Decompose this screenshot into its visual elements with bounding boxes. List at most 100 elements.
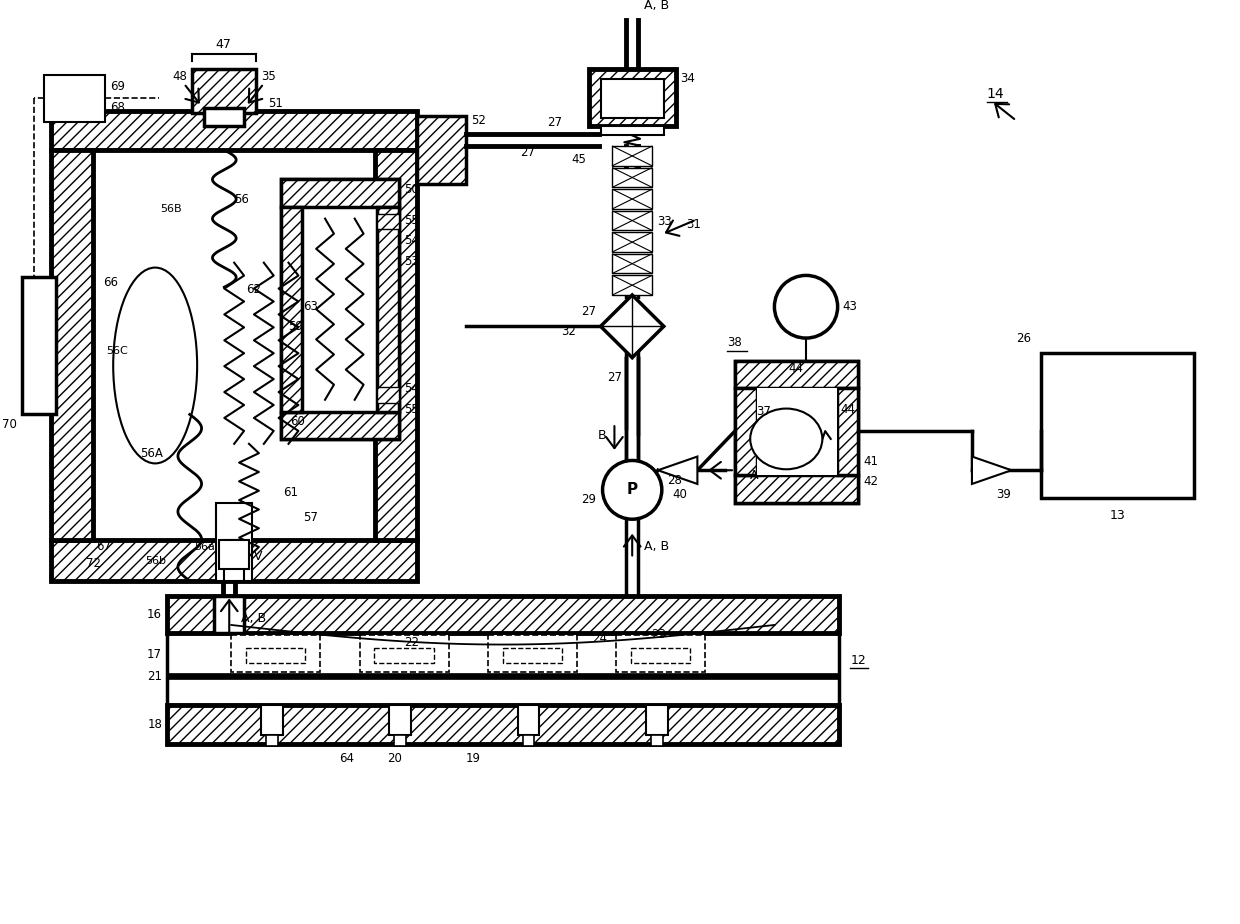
Text: 21: 21 xyxy=(148,670,162,683)
Text: 66: 66 xyxy=(103,275,118,289)
Text: 68: 68 xyxy=(109,102,124,115)
Text: 61: 61 xyxy=(284,486,299,499)
Text: 42: 42 xyxy=(863,475,878,488)
Bar xyxy=(246,648,305,663)
Bar xyxy=(93,150,376,540)
Bar xyxy=(837,388,858,475)
Text: 24: 24 xyxy=(591,632,606,645)
Bar xyxy=(377,387,399,403)
Text: 23: 23 xyxy=(651,628,666,641)
Text: 14: 14 xyxy=(987,87,1004,102)
Text: 48: 48 xyxy=(172,70,187,83)
Circle shape xyxy=(775,275,838,338)
Text: 38: 38 xyxy=(727,336,742,349)
Text: 39: 39 xyxy=(997,488,1012,501)
Text: 62: 62 xyxy=(246,283,262,296)
Text: 12: 12 xyxy=(851,653,867,667)
Text: 70: 70 xyxy=(2,418,17,431)
Bar xyxy=(167,596,838,633)
Bar xyxy=(600,79,663,117)
Polygon shape xyxy=(658,456,697,484)
Text: 45: 45 xyxy=(570,153,585,166)
Bar xyxy=(600,126,663,136)
Bar xyxy=(613,254,652,274)
Text: 50: 50 xyxy=(404,183,419,196)
Bar xyxy=(503,648,562,663)
Text: 55: 55 xyxy=(404,403,419,416)
Bar xyxy=(374,648,434,663)
Bar xyxy=(224,540,244,581)
Text: 44: 44 xyxy=(789,362,804,375)
Text: 27: 27 xyxy=(547,116,562,129)
Text: A, B: A, B xyxy=(644,0,670,12)
Bar xyxy=(517,705,539,735)
Bar xyxy=(376,150,417,540)
Bar xyxy=(167,705,838,745)
Text: 43: 43 xyxy=(842,300,857,313)
Bar xyxy=(22,277,56,415)
Text: 27: 27 xyxy=(580,305,595,318)
Text: 16: 16 xyxy=(148,608,162,621)
Bar xyxy=(219,540,249,569)
Bar xyxy=(265,735,278,747)
Bar xyxy=(52,111,417,150)
Bar xyxy=(589,68,676,126)
Bar xyxy=(735,475,858,503)
Text: 17: 17 xyxy=(148,648,162,661)
Bar xyxy=(260,705,283,735)
Text: 52: 52 xyxy=(471,115,486,128)
Bar xyxy=(303,207,377,411)
Bar xyxy=(631,648,691,663)
Text: 56A: 56A xyxy=(140,447,164,460)
Text: P: P xyxy=(626,482,637,497)
Text: 72: 72 xyxy=(86,557,100,570)
Text: 64: 64 xyxy=(340,751,355,765)
Bar xyxy=(389,705,410,735)
Bar xyxy=(522,735,534,747)
Bar xyxy=(489,635,577,673)
Text: 53: 53 xyxy=(404,255,419,268)
Bar xyxy=(280,179,399,439)
Bar xyxy=(735,360,858,388)
Text: 37: 37 xyxy=(756,405,771,418)
Text: 41: 41 xyxy=(863,455,878,468)
Bar xyxy=(613,211,652,230)
Text: B: B xyxy=(598,430,606,443)
Bar xyxy=(167,633,838,705)
Text: 67: 67 xyxy=(95,541,110,553)
Bar xyxy=(735,360,858,503)
Bar xyxy=(1042,353,1194,498)
Bar xyxy=(417,116,466,185)
Bar xyxy=(377,207,399,411)
Text: 20: 20 xyxy=(387,751,402,765)
Text: 69: 69 xyxy=(109,80,125,93)
Text: 56a: 56a xyxy=(195,541,216,552)
Bar xyxy=(616,635,706,673)
Text: 27: 27 xyxy=(521,146,536,159)
Text: 56b: 56b xyxy=(145,556,166,566)
Bar xyxy=(613,146,652,165)
Bar xyxy=(217,503,252,581)
Text: 60: 60 xyxy=(290,415,305,428)
Bar xyxy=(167,673,838,679)
Text: 22: 22 xyxy=(404,636,419,649)
Text: V: V xyxy=(254,550,263,563)
Text: 59: 59 xyxy=(289,320,304,333)
Text: 18: 18 xyxy=(148,718,162,731)
Polygon shape xyxy=(600,295,663,358)
Bar xyxy=(735,388,756,475)
Text: 13: 13 xyxy=(1110,509,1125,522)
Bar xyxy=(613,167,652,188)
Bar xyxy=(613,232,652,252)
Text: 51: 51 xyxy=(268,97,283,110)
Bar xyxy=(280,179,399,207)
Text: 54: 54 xyxy=(404,234,419,247)
Text: 55: 55 xyxy=(404,214,419,227)
Text: 35: 35 xyxy=(260,70,275,83)
Text: 19: 19 xyxy=(466,751,481,765)
Bar xyxy=(756,388,837,475)
Bar xyxy=(192,68,255,113)
Bar xyxy=(394,735,405,747)
Text: 56: 56 xyxy=(234,192,249,205)
Bar xyxy=(203,108,244,126)
